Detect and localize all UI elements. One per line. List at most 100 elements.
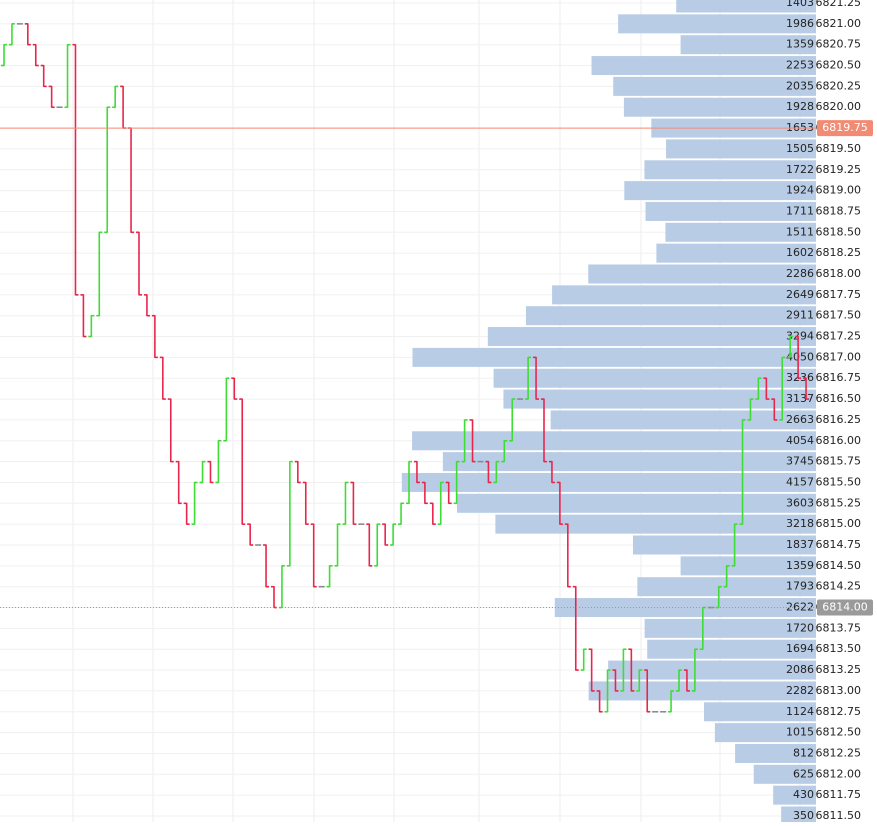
volume-label: 1359 (786, 38, 814, 51)
volume-label: 2622 (786, 601, 814, 614)
price-bar (72, 43, 79, 296)
price-bar (668, 690, 675, 713)
volume-label: 350 (793, 809, 814, 822)
price-bar (143, 294, 150, 317)
price-bar (525, 356, 532, 400)
price-bar (374, 523, 381, 567)
price-bar (215, 439, 222, 484)
price-bar (350, 481, 357, 525)
volume-bar (618, 14, 816, 34)
price-bar (779, 356, 786, 421)
volume-label: 4054 (786, 434, 814, 447)
volume-bar (773, 785, 816, 805)
volume-bar (487, 327, 816, 347)
price-bar (286, 460, 293, 567)
price-bar (477, 460, 484, 463)
price-bar (16, 23, 23, 25)
price-label: 6817.75 (816, 288, 862, 301)
price-bar (223, 377, 230, 442)
price-label: 6821.25 (816, 0, 862, 9)
price-bar (231, 377, 238, 400)
price-bar (469, 419, 476, 463)
price-bar (239, 398, 246, 525)
volume-bar (401, 472, 816, 492)
volume-bar (623, 97, 816, 117)
volume-bar (665, 222, 816, 242)
price-bar (660, 710, 667, 713)
price-bar (40, 64, 47, 88)
price-bar (731, 523, 738, 567)
price-label: 6811.75 (816, 788, 862, 801)
volume-label: 1986 (786, 17, 814, 30)
price-bar (747, 398, 754, 421)
price-bar (461, 419, 468, 463)
price-label: 6819.25 (816, 163, 862, 176)
price-label: 6814.25 (816, 580, 862, 593)
price-badge (817, 599, 873, 616)
price-badge (817, 120, 873, 137)
price-bar (183, 502, 190, 525)
volume-label: 1793 (786, 580, 814, 593)
price-bar (723, 565, 730, 588)
price-bar (628, 648, 635, 692)
volume-bar (644, 618, 816, 638)
price-bar (787, 335, 794, 359)
volume-label: 4050 (786, 350, 814, 363)
price-badge-label: 6814.00 (822, 601, 868, 614)
price-bar (612, 669, 619, 692)
price-bar (556, 481, 563, 525)
price-bar (437, 481, 444, 525)
volume-bar (704, 702, 816, 722)
price-bar (48, 85, 55, 109)
price-bar (453, 460, 460, 505)
price-bar (485, 460, 492, 484)
volume-label: 1722 (786, 163, 814, 176)
price-bar (167, 398, 174, 463)
volume-bar (714, 723, 816, 743)
price-bar (596, 690, 603, 713)
volume-bar (412, 347, 816, 367)
price-bar (413, 460, 420, 484)
volume-bar (588, 264, 816, 284)
price-bar (64, 43, 71, 109)
price-bar (445, 481, 452, 505)
volume-bar (493, 368, 816, 388)
volume-label: 1124 (786, 705, 814, 718)
price-bar (755, 377, 762, 400)
price-bar (429, 502, 436, 525)
price-label: 6812.25 (816, 746, 862, 759)
price-bar (795, 335, 802, 380)
volume-bar (608, 660, 816, 680)
price-bar (548, 460, 555, 484)
volume-bar (647, 639, 816, 659)
price-label: 6820.50 (816, 59, 862, 72)
volume-label: 1720 (786, 621, 814, 634)
volume-label: 2663 (786, 413, 814, 426)
volume-bar (632, 535, 816, 555)
volume-label: 430 (793, 788, 814, 801)
volume-label: 1505 (786, 142, 814, 155)
volume-label: 2286 (786, 267, 814, 280)
price-bar (334, 523, 341, 567)
price-bar (366, 523, 373, 567)
price-bar (803, 377, 810, 400)
volume-label: 3745 (786, 455, 814, 468)
price-label: 6817.00 (816, 350, 862, 363)
volume-label: 2035 (786, 79, 814, 92)
volume-label: 1359 (786, 559, 814, 572)
volume-label: 1928 (786, 100, 814, 113)
price-label: 6814.50 (816, 559, 862, 572)
price-label: 6811.50 (816, 809, 862, 822)
volume-bar (645, 201, 816, 221)
volume-label: 2282 (786, 684, 814, 697)
price-bar (509, 398, 516, 442)
volume-label: 2649 (786, 288, 814, 301)
price-bar (406, 460, 412, 505)
volume-bar (680, 556, 816, 576)
price-label: 6813.75 (816, 621, 862, 634)
price-label: 6813.25 (816, 663, 862, 676)
price-bar (636, 669, 643, 692)
price-bar (96, 231, 103, 317)
price-bar (199, 460, 206, 484)
